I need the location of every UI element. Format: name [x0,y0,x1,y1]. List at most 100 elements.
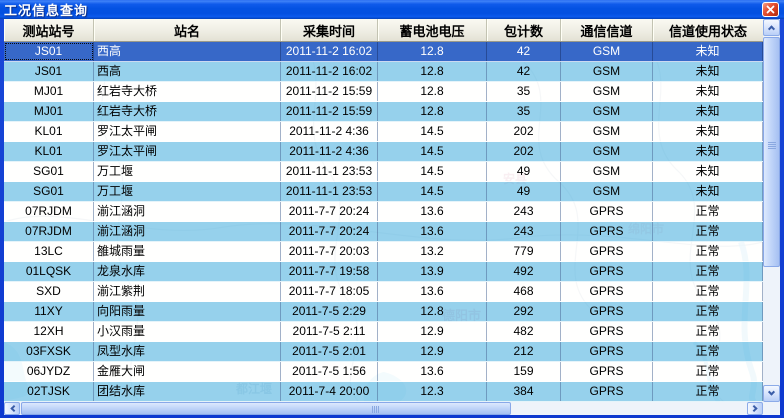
table-cell[interactable]: 罗江太平闸 [94,142,281,161]
table-cell[interactable]: GSM [561,102,653,121]
table-cell[interactable]: 正常 [653,302,763,321]
table-cell[interactable]: 正常 [653,382,763,401]
table-cell[interactable]: 万工堰 [94,162,281,181]
table-cell[interactable]: 未知 [653,62,763,81]
table-cell[interactable]: 未知 [653,162,763,181]
table-cell[interactable]: MJ01 [4,102,94,121]
table-cell[interactable]: 49 [487,182,561,201]
column-header-station-id[interactable]: 测站站号 [4,19,94,41]
table-cell[interactable]: 01LQSK [4,262,94,281]
table-cell[interactable]: 凤型水库 [94,342,281,361]
table-cell[interactable]: 243 [487,202,561,221]
table-row[interactable]: 07RJDM 湔江涵洞 2011-7-7 20:24 13.6 243 GPRS 正常 [4,222,763,242]
table-cell[interactable]: 2011-7-7 19:58 [281,262,378,281]
table-cell[interactable]: 07RJDM [4,222,94,241]
table-cell[interactable]: 12.9 [378,342,487,361]
table-cell[interactable]: 07RJDM [4,202,94,221]
table-cell[interactable]: 482 [487,322,561,341]
vertical-scroll-thumb[interactable] [763,37,780,267]
table-cell[interactable]: 2011-7-7 20:24 [281,202,378,221]
table-cell[interactable]: 金雁大闸 [94,362,281,381]
table-cell[interactable]: GPRS [561,262,653,281]
table-cell[interactable]: 12.8 [378,42,487,61]
table-cell[interactable]: 212 [487,342,561,361]
table-cell[interactable]: 2011-11-2 15:59 [281,82,378,101]
table-row[interactable]: 12XH 小汉雨量 2011-7-5 2:11 12.9 482 GPRS 正常 [4,322,763,342]
column-header-packet-count[interactable]: 包计数 [487,19,561,41]
table-cell[interactable]: 正常 [653,342,763,361]
table-cell[interactable]: 13.6 [378,222,487,241]
table-cell[interactable]: 未知 [653,42,763,61]
table-row[interactable]: 01LQSK 龙泉水库 2011-7-7 19:58 13.9 492 GPRS 正常 [4,262,763,282]
table-cell[interactable]: GPRS [561,302,653,321]
table-cell[interactable]: 14.5 [378,162,487,181]
column-header-station-name[interactable]: 站名 [94,19,281,41]
table-cell[interactable]: 西高 [94,62,281,81]
table-cell[interactable]: 向阳雨量 [94,302,281,321]
table-row[interactable]: MJ01 红岩寺大桥 2011-11-2 15:59 12.8 35 GSM 未知 [4,102,763,122]
table-cell[interactable]: 02TJSK [4,382,94,401]
table-cell[interactable]: GPRS [561,282,653,301]
table-cell[interactable]: 13.6 [378,282,487,301]
table-cell[interactable]: MJ01 [4,82,94,101]
table-row[interactable]: KL01 罗江太平闸 2011-11-2 4:36 14.5 202 GSM 未知 [4,142,763,162]
table-cell[interactable]: 492 [487,262,561,281]
table-cell[interactable]: 西高 [94,42,281,61]
table-row[interactable]: 07RJDM 湔江涵洞 2011-7-7 20:24 13.6 243 GPRS 正常 [4,202,763,222]
table-cell[interactable]: GSM [561,122,653,141]
table-cell[interactable]: 13.2 [378,242,487,261]
title-bar[interactable]: 工况信息查询 [0,0,784,19]
table-cell[interactable]: 03FXSK [4,342,94,361]
table-cell[interactable]: 2011-7-5 2:11 [281,322,378,341]
table-row[interactable]: SG01 万工堰 2011-11-1 23:53 14.5 49 GSM 未知 [4,162,763,182]
table-cell[interactable]: 292 [487,302,561,321]
table-cell[interactable]: GSM [561,62,653,81]
table-cell[interactable]: 49 [487,162,561,181]
table-row[interactable]: 11XY 向阳雨量 2011-7-5 2:29 12.8 292 GPRS 正常 [4,302,763,322]
table-cell[interactable]: 468 [487,282,561,301]
table-cell[interactable]: 正常 [653,322,763,341]
table-cell[interactable]: SG01 [4,182,94,201]
table-cell[interactable]: 正常 [653,202,763,221]
table-cell[interactable]: 正常 [653,242,763,261]
table-cell[interactable]: 未知 [653,182,763,201]
table-cell[interactable]: 06JYDZ [4,362,94,381]
column-header-comm-channel[interactable]: 通信信道 [561,19,653,41]
table-cell[interactable]: 红岩寺大桥 [94,102,281,121]
close-button[interactable] [762,2,779,17]
table-cell[interactable]: 罗江太平闸 [94,122,281,141]
table-cell[interactable]: 35 [487,102,561,121]
table-cell[interactable]: 团结水库 [94,382,281,401]
scroll-up-button[interactable] [763,19,780,36]
table-cell[interactable]: 202 [487,122,561,141]
table-cell[interactable]: 2011-11-2 16:02 [281,42,378,61]
table-cell[interactable]: GPRS [561,242,653,261]
table-cell[interactable]: 12.8 [378,82,487,101]
table-cell[interactable]: 42 [487,62,561,81]
table-cell[interactable]: 779 [487,242,561,261]
table-cell[interactable]: 2011-7-7 20:24 [281,222,378,241]
table-row[interactable]: 13LC 雒城雨量 2011-7-7 20:03 13.2 779 GPRS 正常 [4,242,763,262]
table-cell[interactable]: JS01 [4,42,94,61]
table-cell[interactable]: GPRS [561,222,653,241]
table-cell[interactable]: JS01 [4,62,94,81]
table-cell[interactable]: SXD [4,282,94,301]
table-cell[interactable]: 正常 [653,362,763,381]
table-cell[interactable]: 202 [487,142,561,161]
table-row[interactable]: JS01 西高 2011-11-2 16:02 12.8 42 GSM 未知 [4,62,763,82]
table-cell[interactable]: 2011-11-2 4:36 [281,122,378,141]
table-row[interactable]: MJ01 红岩寺大桥 2011-11-2 15:59 12.8 35 GSM 未知 [4,82,763,102]
table-cell[interactable]: GPRS [561,202,653,221]
scroll-down-button[interactable] [763,385,780,402]
table-cell[interactable]: 12XH [4,322,94,341]
table-cell[interactable]: GSM [561,182,653,201]
table-cell[interactable]: GPRS [561,362,653,381]
table-cell[interactable]: 万工堰 [94,182,281,201]
table-row[interactable]: SG01 万工堰 2011-11-1 23:53 14.5 49 GSM 未知 [4,182,763,202]
table-cell[interactable]: GSM [561,162,653,181]
table-cell[interactable]: 14.5 [378,182,487,201]
table-row[interactable]: 06JYDZ 金雁大闸 2011-7-5 1:56 13.6 159 GPRS 正常 [4,362,763,382]
table-cell[interactable]: 正常 [653,262,763,281]
table-cell[interactable]: 雒城雨量 [94,242,281,261]
table-cell[interactable]: 湔江涵洞 [94,222,281,241]
